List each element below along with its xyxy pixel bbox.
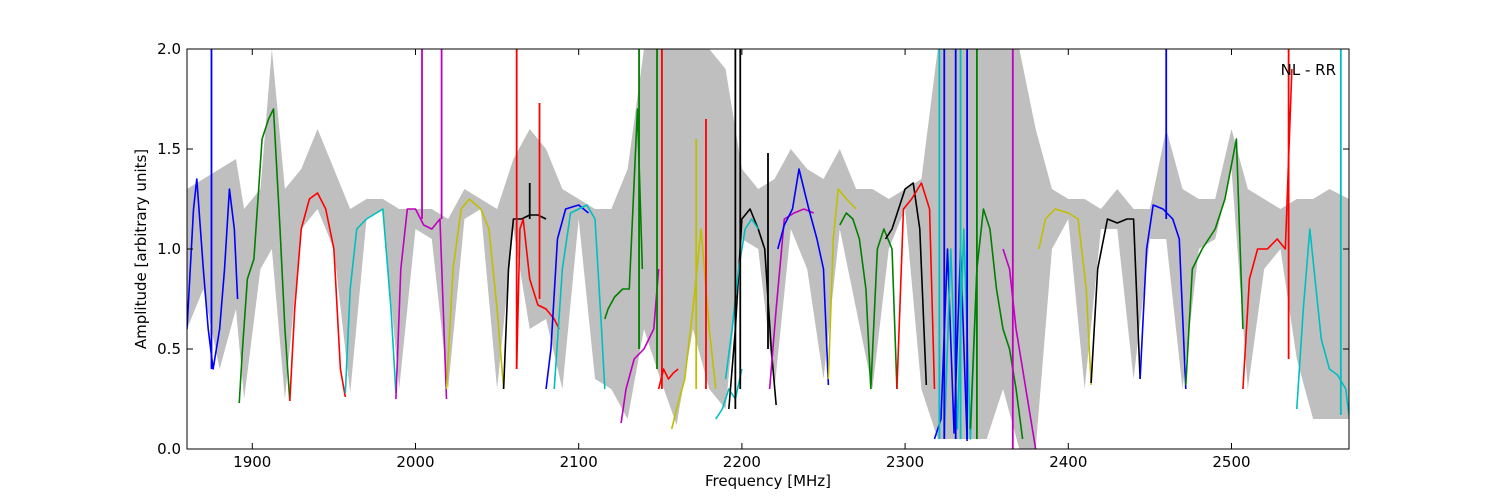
series-line-2	[289, 192, 347, 402]
y-tick-label: 1.5	[157, 140, 181, 158]
x-tick-label: 2200	[723, 453, 761, 471]
series-line-9	[553, 204, 606, 390]
y-axis-label: Amplitude [arbitrary units]	[132, 149, 150, 349]
x-tick-label: 2400	[1049, 453, 1087, 471]
series-line-10	[604, 108, 644, 320]
series-line-6	[502, 214, 547, 390]
series-line-13	[670, 228, 717, 430]
x-tick-label: 1900	[233, 453, 271, 471]
series-line-30	[1139, 204, 1187, 390]
series-line-18	[777, 168, 830, 386]
series-line-22	[884, 182, 928, 386]
y-tick-label: 2.0	[157, 40, 181, 58]
series-line-0	[187, 178, 239, 370]
series-line-14	[715, 368, 743, 420]
series-line-5	[445, 198, 505, 390]
series-line-29	[1090, 218, 1141, 384]
series-line-26	[969, 208, 1024, 440]
y-tick-label: 0.5	[157, 340, 181, 358]
series-line-11	[620, 268, 660, 424]
series-line-21	[870, 228, 898, 390]
y-tick-label: 1.0	[157, 240, 181, 258]
series-line-16	[724, 218, 759, 380]
series-line-4	[395, 208, 448, 400]
x-axis-label: Frequency [MHz]	[705, 472, 831, 490]
series-line-31	[1184, 138, 1244, 386]
x-tick-label: 2000	[396, 453, 434, 471]
series-line-3	[344, 208, 397, 394]
series-line-8	[545, 204, 589, 390]
series-line-20	[839, 212, 872, 390]
series-line-15	[728, 208, 777, 410]
x-tick-label: 2300	[886, 453, 924, 471]
series-line-27	[1002, 248, 1037, 449]
y-tick-label: 0.0	[157, 440, 181, 458]
series-line-19	[827, 188, 857, 380]
annotation-label: NL - RR	[1281, 61, 1336, 79]
series-line-23	[896, 182, 936, 390]
series-line-33	[1295, 228, 1349, 416]
series-line-1	[238, 108, 291, 404]
x-tick-label: 2100	[560, 453, 598, 471]
x-tick-label: 2500	[1212, 453, 1250, 471]
series-line-32	[1242, 68, 1293, 390]
series-line-28	[1038, 208, 1092, 386]
